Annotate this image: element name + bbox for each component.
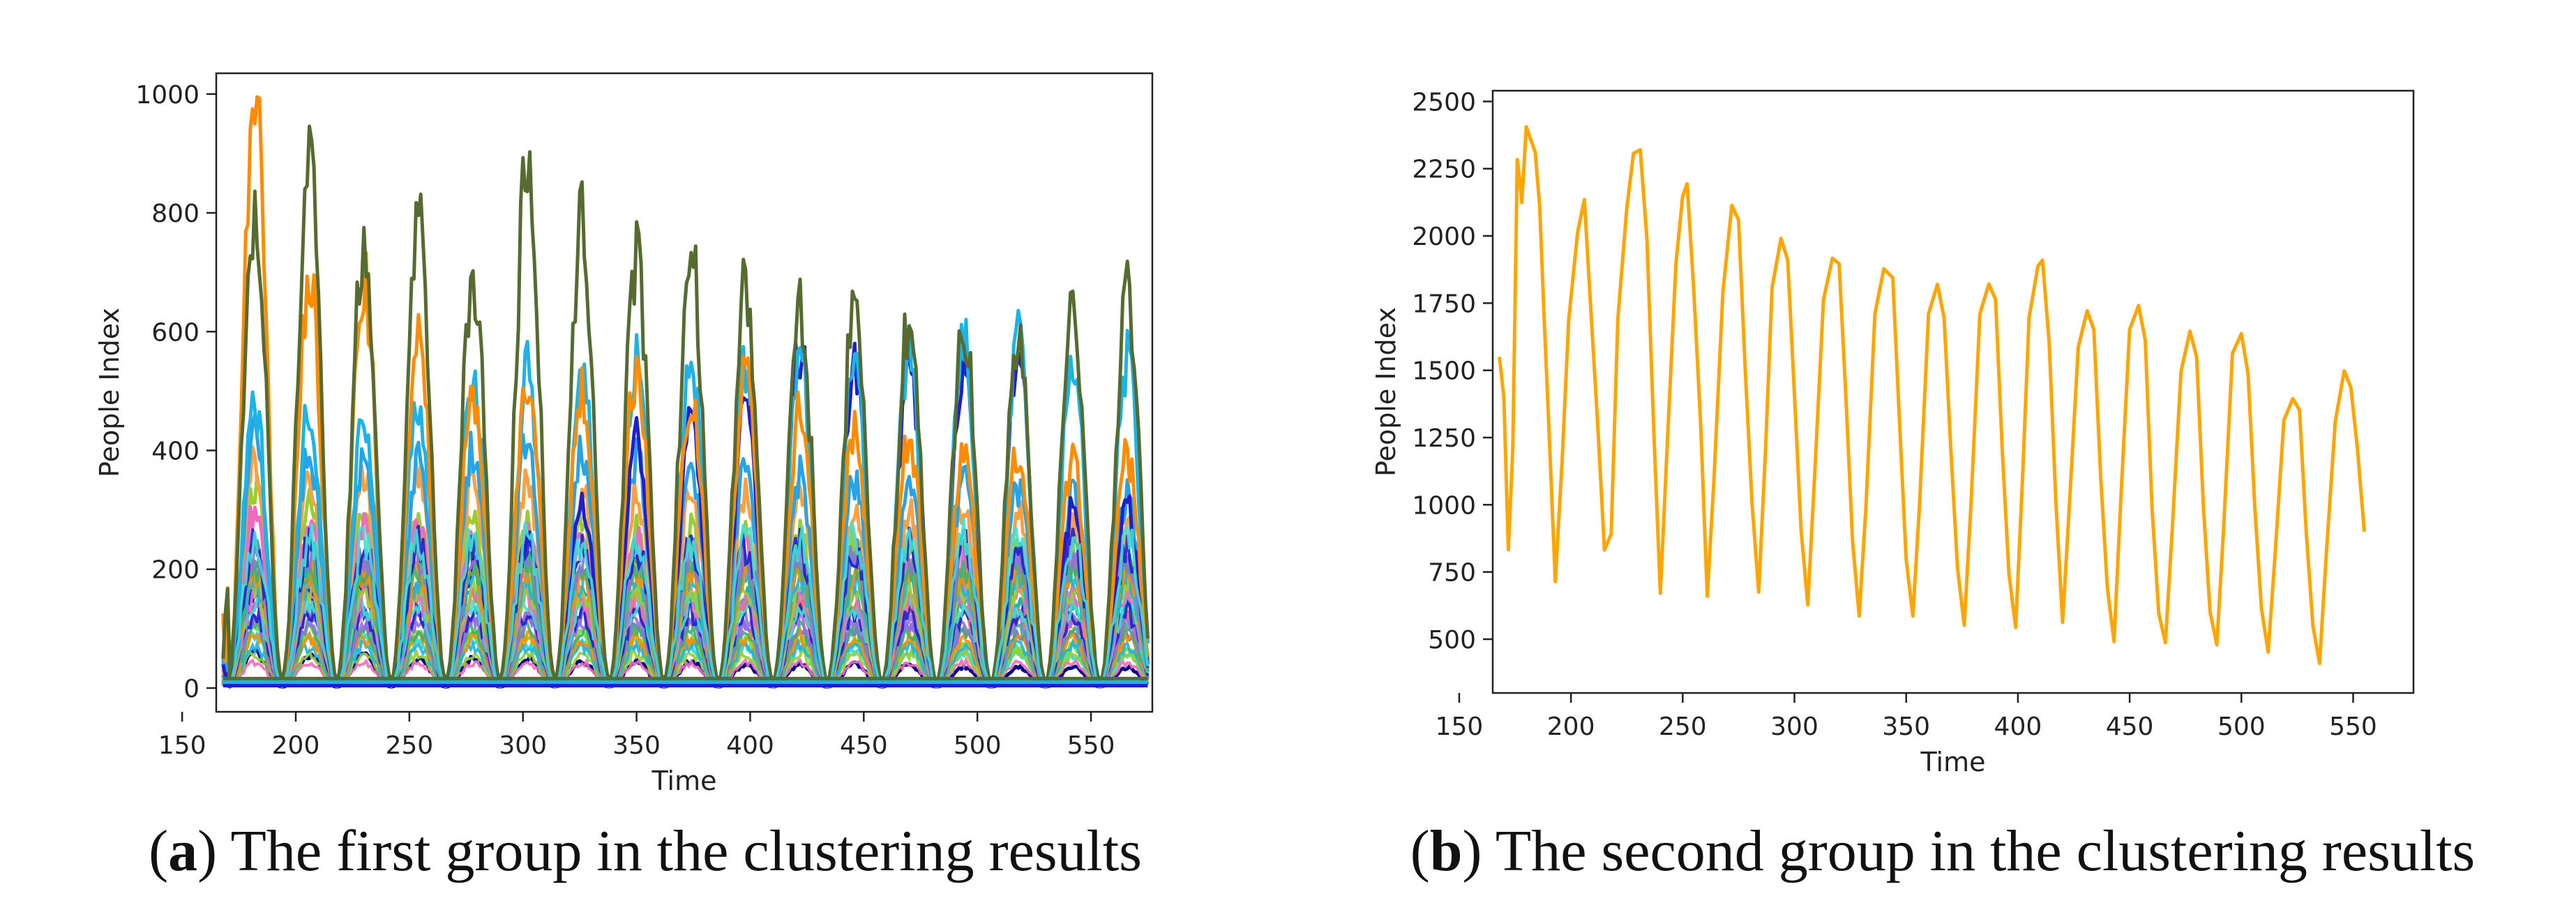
caption-a-text: The first group in the clustering result… <box>230 819 1142 883</box>
y-tick-label-b-1500: 1500 <box>1412 357 1476 386</box>
caption-b: (b) The second group in the clustering r… <box>1410 819 2476 883</box>
x-axis-label-a: Time <box>651 766 717 796</box>
x-axis-label-b: Time <box>1920 747 1986 777</box>
y-tick-label-a-1000: 1000 <box>135 81 199 110</box>
chart-a: 150 200 250 300 350 400 450 500 550 0 200 400 600 800… <box>94 72 1154 796</box>
x-tick-label-a-450: 450 <box>840 731 888 760</box>
series-group-a <box>221 95 1150 689</box>
y-tick-label-a-800: 800 <box>151 200 199 228</box>
y-tick-label-a-600: 600 <box>151 318 199 347</box>
x-tick-label-b-400: 400 <box>1994 713 2042 741</box>
y-axis-label-b: People Index <box>1371 307 1401 477</box>
y-tick-label-b-1250: 1250 <box>1412 424 1476 453</box>
y-tick-label-b-1750: 1750 <box>1412 290 1476 318</box>
x-tick-label-a-200: 200 <box>272 731 320 760</box>
x-tick-label-a-550: 550 <box>1067 731 1115 760</box>
x-tick-label-a-250: 250 <box>386 731 434 760</box>
y-tick-label-b-2500: 2500 <box>1412 88 1476 117</box>
x-tick-label-b-250: 250 <box>1659 713 1707 741</box>
caption-b-text: The second group in the clustering resul… <box>1495 819 2476 883</box>
x-tick-label-b-150: 150 <box>1436 713 1484 741</box>
y-tick-label-b-1000: 1000 <box>1412 491 1476 520</box>
x-tick-label-b-450: 450 <box>2106 713 2154 741</box>
x-tick-label-a-350: 350 <box>612 731 661 760</box>
x-tick-label-a-300: 300 <box>499 731 547 760</box>
x-tick-label-b-300: 300 <box>1770 713 1818 741</box>
x-tick-label-b-350: 350 <box>1882 713 1930 741</box>
x-tick-label-b-550: 550 <box>2329 713 2377 741</box>
y-tick-label-b-750: 750 <box>1428 559 1476 588</box>
x-tick-label-a-400: 400 <box>726 731 774 760</box>
caption-a-letter: a <box>168 819 198 883</box>
y-tick-label-a-200: 200 <box>151 556 199 585</box>
series-b-group-2 <box>1498 125 2366 666</box>
chart-b: 150 200 250 300 350 400 450 500 550 500 750 1000 125… <box>1371 88 2415 777</box>
x-tick-label-a-150: 150 <box>158 731 206 760</box>
y-tick-label-b-500: 500 <box>1428 626 1476 655</box>
plot-frame-a <box>215 72 1154 713</box>
y-tick-label-b-2000: 2000 <box>1412 223 1476 251</box>
caption-a: (a) The first group in the clustering re… <box>149 819 1142 883</box>
series-a-olive <box>221 124 1150 683</box>
y-tick-label-a-400: 400 <box>151 437 199 465</box>
y-tick-label-b-2250: 2250 <box>1412 156 1476 184</box>
y-axis-label-a: People Index <box>94 308 125 477</box>
plot-frame-b <box>1491 89 2415 694</box>
x-tick-label-b-200: 200 <box>1547 713 1595 741</box>
y-tick-label-a-0: 0 <box>183 675 199 703</box>
x-tick-label-a-500: 500 <box>954 731 1002 760</box>
caption-b-letter: b <box>1429 819 1463 883</box>
x-tick-label-b-500: 500 <box>2217 713 2266 741</box>
